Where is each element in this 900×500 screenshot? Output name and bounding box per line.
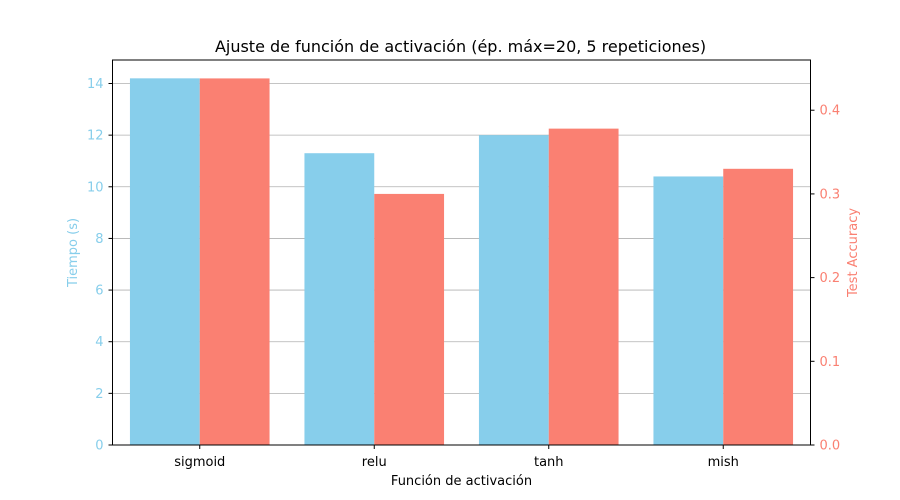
bar-accuracy-mish (723, 168, 794, 445)
x-tick-label: mish (708, 455, 739, 470)
bar-tiempo-sigmoid (129, 78, 200, 445)
right-axis-label: Test Accuracy (846, 208, 861, 298)
left-tick-label: 0 (95, 439, 103, 454)
chart-title: Ajuste de función de activación (ép. máx… (215, 37, 706, 56)
bar-tiempo-relu (304, 153, 375, 446)
right-tick-label: 0.3 (820, 187, 841, 202)
right-tick-label: 0.0 (820, 439, 841, 454)
x-axis: sigmoid relu tanh mish (174, 445, 739, 470)
right-tick-label: 0.1 (820, 355, 841, 370)
left-tick-label: 8 (95, 232, 103, 247)
x-tick-label: relu (362, 455, 387, 470)
left-tick-label: 6 (95, 284, 103, 299)
left-axis: 0 2 4 6 8 10 12 14 (87, 77, 113, 454)
bar-tiempo-mish (653, 176, 724, 446)
x-tick-label: tanh (534, 455, 564, 470)
bar-accuracy-sigmoid (199, 78, 270, 446)
right-tick-label: 0.4 (820, 104, 841, 119)
bar-accuracy-tanh (548, 128, 619, 445)
right-axis: 0.0 0.1 0.2 0.3 0.4 (810, 104, 841, 454)
left-tick-label: 10 (87, 180, 104, 195)
bar-tiempo-tanh (478, 135, 549, 445)
x-tick-label: sigmoid (174, 455, 225, 470)
left-tick-label: 4 (95, 335, 103, 350)
left-tick-label: 2 (95, 387, 103, 402)
bars (129, 78, 794, 446)
left-tick-label: 12 (87, 129, 104, 144)
bar-accuracy-relu (374, 193, 445, 445)
left-tick-label: 14 (87, 77, 104, 92)
left-axis-label: Tiempo (s) (66, 218, 81, 288)
plot-frame (112, 59, 811, 446)
x-axis-label: Función de activación (391, 474, 532, 489)
right-tick-label: 0.2 (820, 271, 841, 286)
